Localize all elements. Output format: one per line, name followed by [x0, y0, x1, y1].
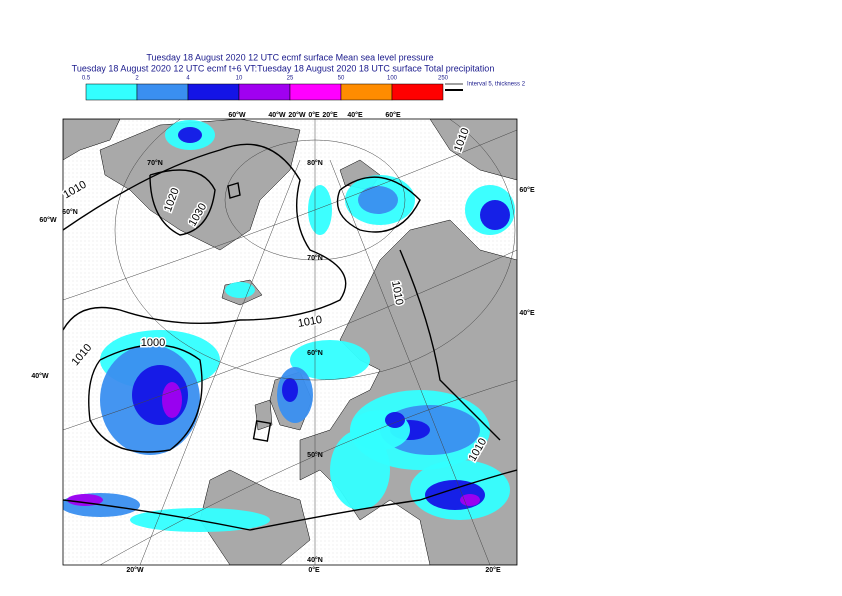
graticule-label: 80°N — [307, 159, 323, 167]
legend-label: 100 — [387, 76, 398, 82]
legend-note: Interval 5, thickness 2 — [467, 82, 526, 88]
contour-label: 1010 — [389, 280, 405, 306]
precip-area — [480, 200, 510, 230]
legend-swatch — [289, 83, 342, 101]
graticule-label: 20°W — [126, 566, 144, 574]
legend-label: 4 — [186, 76, 190, 82]
map-frame — [62, 118, 518, 566]
graticule-label: 40°N — [307, 556, 323, 564]
legend-swatch — [340, 83, 393, 101]
precip-area — [67, 494, 103, 506]
graticule-label: 20°E — [322, 111, 338, 119]
legend-swatch — [187, 83, 240, 101]
graticule-label: 50°N — [307, 451, 323, 459]
graticule-label: 20°E — [485, 566, 501, 574]
precip-area — [308, 185, 332, 235]
graticule-label: 70°N — [307, 254, 323, 262]
title-line: Tuesday 18 August 2020 12 UTC ecmf surfa… — [146, 52, 433, 62]
map-area — [63, 119, 517, 565]
legend-swatch — [391, 83, 444, 101]
legend-label: 50 — [338, 76, 345, 82]
graticule-label: 60°E — [385, 111, 401, 119]
legend-label: 10 — [236, 76, 243, 82]
legend-swatch — [238, 83, 291, 101]
graticule-label: 40°E — [347, 111, 363, 119]
legend-label: 250 — [438, 76, 449, 82]
precip-area — [162, 382, 182, 418]
legend-label: 0.5 — [82, 76, 91, 82]
precip-area — [178, 127, 202, 143]
graticule-label: 40°W — [268, 111, 286, 119]
precip-area — [290, 340, 370, 380]
precip-area — [460, 494, 480, 506]
precip-area — [225, 282, 255, 298]
contour-label: 1000 — [141, 337, 165, 349]
precip-area — [385, 412, 405, 428]
precip-area — [358, 186, 398, 214]
graticule-label: 0°E — [308, 111, 320, 119]
precip-area — [282, 378, 298, 402]
graticule-label: 60°W — [228, 111, 246, 119]
legend-swatch — [85, 83, 138, 101]
legend-label: 2 — [135, 76, 139, 82]
graticule-label: 40°W — [31, 372, 49, 380]
precip-area — [330, 430, 390, 510]
contour-label: 1010 — [297, 314, 323, 330]
title-line: Tuesday 18 August 2020 12 UTC ecmf t+6 V… — [72, 63, 495, 73]
graticule-label: 60°E — [519, 186, 535, 194]
isobars — [63, 143, 517, 531]
legend-swatch — [136, 83, 189, 101]
graticule-label: 70°N — [147, 159, 163, 167]
graticule-label: 60°N — [307, 349, 323, 357]
graticule-label: 60°W — [39, 216, 57, 224]
graticule-label: 60°N — [62, 208, 78, 216]
graticule-label: 40°E — [519, 309, 535, 317]
graticule-label: 20°W — [288, 111, 306, 119]
graticule-label: 0°E — [308, 566, 320, 574]
legend-label: 25 — [287, 76, 294, 82]
legend: Interval 5, thickness 2 0.5 2 4 10 25 50 100 25… — [82, 76, 526, 101]
